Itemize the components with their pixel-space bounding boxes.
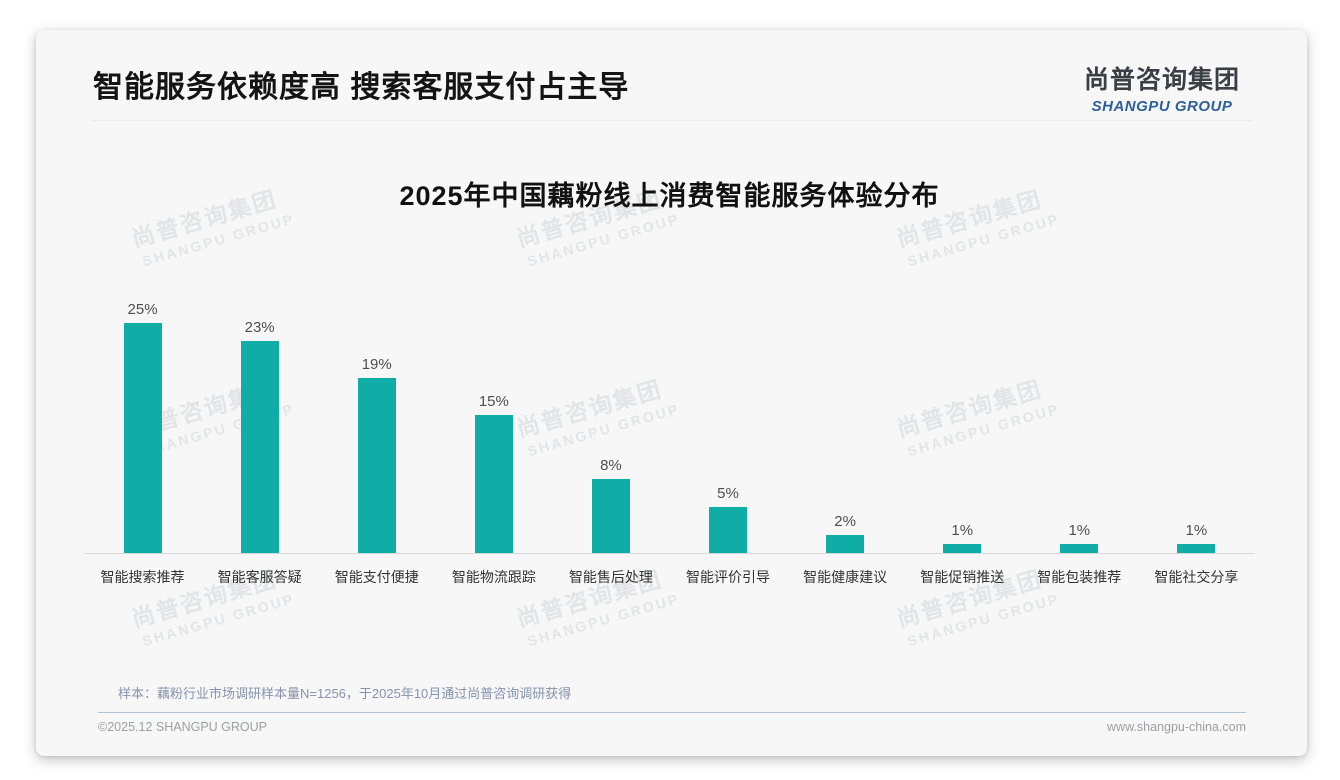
bar [591,479,630,553]
bar-value-label: 23% [244,319,275,336]
bar-value-label: 1% [1068,522,1091,539]
bar-column: 25% [84,301,201,553]
bar-value-label: 19% [361,356,392,373]
bar-category-label: 智能评价引导 [686,569,771,585]
copyright-text: ©2025.12 SHANGPU GROUP [98,720,267,734]
bar [826,535,865,553]
slide-footer: ©2025.12 SHANGPU GROUP www.shangpu-china… [98,720,1246,734]
bar [709,507,748,553]
bar [240,341,279,553]
bar-column: 8% [552,457,669,553]
bar-column: 15% [435,393,552,553]
bar-category-label: 智能社交分享 [1154,569,1239,585]
bar-column: 1% [1021,522,1138,553]
bar-category-label: 智能售后处理 [568,569,653,585]
bar-value-label: 2% [834,513,856,530]
bar-column: 1% [904,522,1021,553]
chart-title: 2025年中国藕粉线上消费智能服务体验分布 [399,181,940,211]
footer-divider [98,712,1246,713]
logo-chinese-text: 尚普咨询集团 [1083,66,1240,94]
bar [123,323,162,553]
header-divider [91,120,1252,121]
bar-category-label: 智能客服答疑 [217,569,302,585]
bar-column: 19% [318,356,435,553]
bar-value-label: 25% [127,301,158,318]
bar-category-label: 智能搜索推荐 [100,569,185,585]
bar-chart: 2025年中国藕粉线上消费智能服务体验分布 25% 23% 19% 15% 8% 5% 2%… [84,150,1255,587]
company-logo: 尚普咨询集团 SHANGPU GROUP [1084,60,1240,115]
bar-value-label: 15% [478,393,509,410]
bar-category-label: 智能支付便捷 [334,569,419,585]
bar-chart-plot: 25% 23% 19% 15% 8% 5% 2% 1% 1% 1% [84,295,1255,554]
bar-value-label: 5% [717,485,739,502]
bar-column: 23% [201,319,318,553]
bar-value-label: 8% [600,457,622,474]
bar [1177,544,1216,553]
bar-category-label: 智能健康建议 [803,569,888,585]
bar [474,415,513,553]
bar-category-label: 智能促销推送 [920,569,1005,585]
bar-category-label: 智能包装推荐 [1037,569,1122,585]
bar-column: 1% [1138,522,1255,553]
slide-card: 尚普咨询集团 SHANGPU GROUP 尚普咨询集团 SHANGPU GROUP 尚普… [36,30,1307,756]
bar-value-label: 1% [1185,522,1208,539]
website-url: www.shangpu-china.com [1107,720,1246,734]
sample-note: 样本：藕粉行业市场调研样本量N=1256，于2025年10月通过尚普咨询调研获得 [118,686,572,701]
bar [1060,544,1099,553]
bar-chart-labels: 智能搜索推荐 智能客服答疑 智能支付便捷 智能物流跟踪 智能售后处理 智能评价引导 智能健康… [84,554,1255,587]
page-title: 智能服务依赖度高 搜索客服支付占主导 [93,71,630,104]
bar [943,544,982,553]
bar-category-label: 智能物流跟踪 [451,569,536,585]
bar-column: 5% [669,485,786,553]
bar [357,378,396,553]
bar-column: 2% [787,513,904,553]
bar-value-label: 1% [951,522,974,539]
logo-english-text: SHANGPU GROUP [1091,98,1233,115]
